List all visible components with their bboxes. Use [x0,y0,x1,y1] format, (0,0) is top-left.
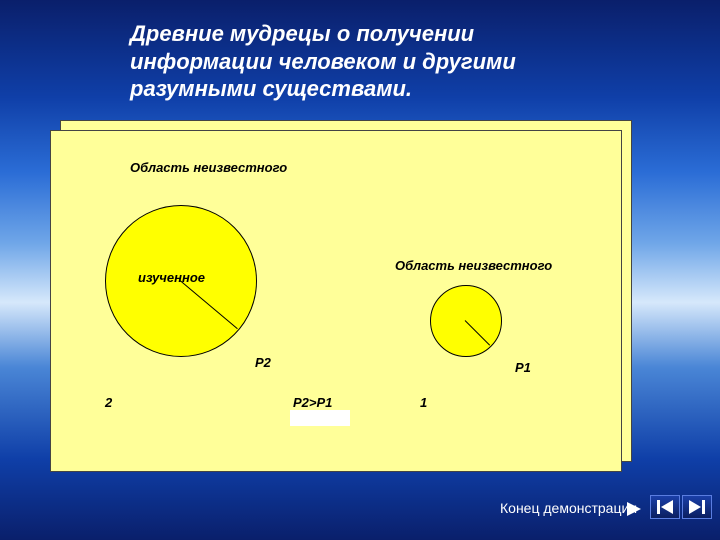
label-studied: изученное [138,270,205,285]
nav-controls [650,495,712,519]
next-icon [689,500,705,514]
nav-prev[interactable] [650,495,680,519]
label-compare: P2>P1 [293,395,332,410]
nav-next[interactable] [682,495,712,519]
label-unknown-top: Область неизвестного [130,160,287,175]
footer-text: Конец демонстрации [500,500,637,516]
white-box [290,410,350,426]
label-one: 1 [420,395,427,410]
play-icon [627,502,641,516]
slide: Древние мудрецы о получении информации ч… [0,0,720,540]
prev-icon [657,500,673,514]
page-title: Древние мудрецы о получении информации ч… [130,20,600,103]
label-p1: P1 [515,360,531,375]
label-p2: P2 [255,355,271,370]
label-unknown-right: Область неизвестного [395,258,552,273]
label-two: 2 [105,395,112,410]
